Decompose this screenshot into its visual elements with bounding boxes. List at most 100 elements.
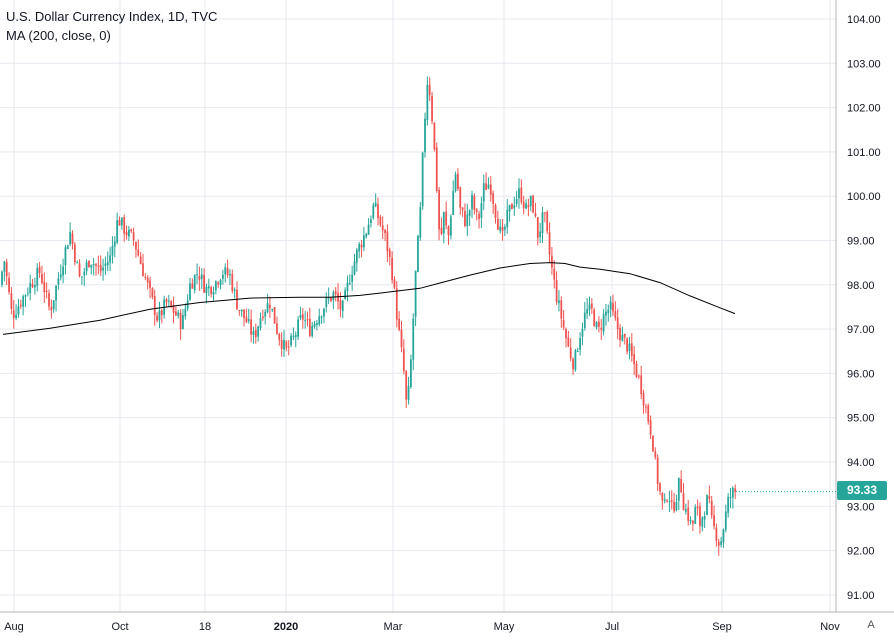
candle-body bbox=[722, 529, 725, 543]
candle-body bbox=[167, 300, 170, 302]
candle-body bbox=[426, 84, 429, 121]
candle-body bbox=[62, 266, 64, 276]
candle-body bbox=[97, 265, 100, 267]
candle-body bbox=[34, 285, 36, 288]
candle-body bbox=[247, 319, 250, 322]
candle-body bbox=[480, 203, 483, 218]
candle-body bbox=[555, 280, 558, 302]
x-tick-label: Mar bbox=[384, 621, 403, 633]
candle-body bbox=[670, 500, 673, 502]
candle-body bbox=[207, 286, 210, 289]
candle-body bbox=[391, 257, 393, 280]
candle-body bbox=[452, 191, 455, 215]
candle-body bbox=[320, 316, 323, 318]
candle-body bbox=[304, 320, 307, 322]
candle-body bbox=[499, 226, 502, 232]
candle-body bbox=[471, 194, 473, 210]
candle-body bbox=[659, 483, 661, 492]
candle-body bbox=[238, 309, 241, 311]
y-tick-label: 100.00 bbox=[847, 191, 881, 203]
candle-body bbox=[69, 231, 72, 245]
candle-body bbox=[59, 274, 62, 278]
candle-body bbox=[402, 348, 405, 372]
candle-body bbox=[614, 311, 617, 319]
candle-body bbox=[332, 292, 335, 301]
x-tick-label: 2020 bbox=[274, 621, 298, 633]
candle-body bbox=[602, 314, 605, 332]
candle-body bbox=[642, 393, 645, 406]
candle-body bbox=[588, 304, 591, 310]
candle-body bbox=[38, 266, 41, 273]
candle-body bbox=[581, 329, 584, 337]
candle-body bbox=[325, 296, 328, 307]
candle-body bbox=[137, 249, 140, 256]
candle-body bbox=[675, 502, 678, 511]
candle-body bbox=[353, 261, 356, 275]
candle-body bbox=[696, 506, 699, 509]
candle-body bbox=[48, 293, 50, 307]
candle-body bbox=[727, 496, 730, 513]
candle-body bbox=[29, 282, 32, 294]
candle-body bbox=[720, 541, 722, 545]
candle-body bbox=[330, 297, 332, 301]
candle-body bbox=[283, 339, 285, 350]
candle-body bbox=[370, 219, 372, 224]
candle-body bbox=[713, 515, 715, 527]
candle-body bbox=[454, 174, 457, 191]
candle-body bbox=[92, 264, 95, 266]
candle-body bbox=[579, 338, 581, 350]
candle-body bbox=[109, 255, 111, 263]
candle-body bbox=[562, 319, 565, 328]
candle-body bbox=[623, 333, 626, 338]
candle-body bbox=[551, 255, 553, 268]
candle-body bbox=[290, 335, 292, 346]
candle-body bbox=[504, 227, 506, 230]
candle-body bbox=[3, 261, 6, 272]
candle-body bbox=[205, 286, 208, 293]
candle-body bbox=[482, 183, 485, 202]
candle-body bbox=[717, 541, 720, 546]
candle-body bbox=[43, 281, 46, 293]
candle-body bbox=[466, 214, 469, 227]
candle-body bbox=[464, 210, 466, 227]
candle-body bbox=[52, 300, 55, 309]
candle-body bbox=[525, 203, 527, 209]
candle-body bbox=[692, 520, 694, 524]
candle-body bbox=[628, 343, 631, 351]
candle-body bbox=[292, 336, 295, 338]
candle-body bbox=[95, 264, 97, 266]
candle-body bbox=[313, 323, 316, 327]
candle-body bbox=[198, 275, 201, 280]
candle-body bbox=[600, 327, 603, 330]
candle-body bbox=[586, 309, 589, 314]
candle-body bbox=[8, 277, 10, 293]
candle-body bbox=[640, 375, 643, 395]
candle-body bbox=[50, 306, 53, 311]
candle-body bbox=[88, 261, 90, 268]
candle-body bbox=[633, 354, 636, 365]
candle-body bbox=[172, 305, 175, 313]
candle-body bbox=[492, 193, 495, 205]
candle-body bbox=[73, 244, 76, 263]
candle-body bbox=[534, 213, 537, 217]
candle-body bbox=[240, 309, 243, 312]
candle-body bbox=[264, 311, 267, 317]
candle-body bbox=[156, 315, 158, 321]
candle-body bbox=[308, 318, 311, 336]
candle-body bbox=[245, 317, 248, 323]
candle-body bbox=[677, 477, 680, 501]
auto-scale-button[interactable]: A bbox=[867, 619, 875, 631]
candle-body bbox=[318, 316, 321, 325]
candle-body bbox=[558, 300, 560, 304]
candle-body bbox=[407, 386, 410, 400]
candle-body bbox=[734, 488, 737, 493]
candle-body bbox=[410, 359, 412, 387]
candle-body bbox=[701, 517, 704, 527]
y-tick-label: 103.00 bbox=[847, 58, 881, 70]
candle-body bbox=[346, 282, 349, 292]
candle-body bbox=[567, 337, 570, 347]
candle-body bbox=[494, 205, 497, 218]
candle-body bbox=[412, 318, 415, 360]
candle-body bbox=[565, 329, 567, 339]
